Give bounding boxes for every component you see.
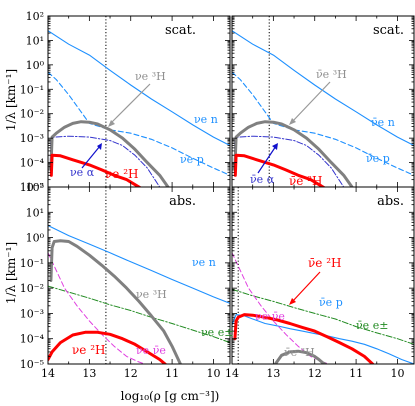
plot-area-1 <box>232 16 414 187</box>
x-tick-label: 12 <box>308 367 322 380</box>
y-tick-label: 10⁻² <box>20 108 44 121</box>
arrow-anue-3H-head <box>289 118 296 125</box>
series-line-e-h <box>273 349 327 364</box>
arrow-anue-alpha <box>257 145 277 174</box>
y-tick-label: 10¹ <box>26 206 44 219</box>
annotation-abs-nue-2H: νe ²H <box>72 343 106 357</box>
series-line-e-p <box>48 71 230 176</box>
y-tick-label: 10² <box>26 181 44 194</box>
ylabel-top: 1/λ [km⁻¹] <box>4 69 18 131</box>
panel-label-scat-right: scat. <box>373 23 404 38</box>
y-tick-label: 10⁻⁴ <box>20 333 45 346</box>
panel-0: 10⁻⁵ 10⁻⁴ 10⁻³ 10⁻² 10⁻¹ 10⁰ 10¹ 10² <box>20 10 231 194</box>
panel-3: 14 13 12 11 10 <box>225 186 415 380</box>
arrow-nue-alpha-head <box>97 143 102 150</box>
series-line-e-e <box>232 252 330 364</box>
series-line-e-h <box>233 120 354 187</box>
annotation-anue-alpha: ν̄e α <box>250 173 275 186</box>
annotation-abs-anue-epm: ν̄e e± <box>356 319 388 332</box>
y-tick-label: 10⁻⁵ <box>20 181 44 194</box>
chart-labels: scat. scat. abs. abs. 1/λ [km⁻¹] 1/λ [km… <box>4 23 404 403</box>
x-tick-label: 13 <box>82 367 96 380</box>
panel-1 <box>231 15 415 188</box>
ylabel-bottom: 1/λ [km⁻¹] <box>4 242 18 304</box>
annotation-anue-n: ν̄e n <box>371 116 395 129</box>
series-line-e-n <box>48 30 230 147</box>
panel-label-abs-left: abs. <box>169 194 196 209</box>
y-tick-label: 10² <box>26 10 44 23</box>
arrow-nue-3H-head <box>108 120 115 127</box>
y-tick-label: 10⁰ <box>26 232 45 245</box>
annotation-abs-nue-n: νe n <box>192 256 216 269</box>
x-tick-label: 11 <box>165 367 179 380</box>
annotation-abs-nue-epm: νe e± <box>201 326 233 339</box>
annotation-anue-2H: ν̄e ²H <box>289 174 323 188</box>
annotation-nue-alpha: νe α <box>70 166 95 179</box>
x-tick-label: 10 <box>206 367 220 380</box>
annotation-nue-3H: νe ³H <box>135 70 166 83</box>
series-line-e-e <box>48 285 230 344</box>
annotation-arrows <box>81 81 331 305</box>
annotation-nue-2H: νe ²H <box>105 167 139 181</box>
series-line-e-p <box>232 314 414 364</box>
series-line-e-h <box>49 153 142 187</box>
xlabel: log₁₀(ρ [g cm⁻³]) <box>121 389 220 403</box>
y-tick-label: 10⁻³ <box>20 307 44 320</box>
chart-panels: 10⁻⁵10⁻⁴10⁻³10⁻²10⁻¹10⁰10¹10²10⁻⁵10⁻⁴10⁻… <box>20 10 415 380</box>
arrow-nue-3H <box>109 83 151 125</box>
x-tick-label: 10 <box>390 367 404 380</box>
y-tick-label: 10¹ <box>26 34 44 47</box>
annotation-abs-nue-anue-right: νe ν̄e <box>255 310 285 323</box>
x-tick-label: 14 <box>225 367 239 380</box>
axes-frame <box>47 186 231 365</box>
y-tick-label: 10⁻¹ <box>20 83 44 96</box>
panel-label-scat-left: scat. <box>165 23 196 38</box>
series-line-e-h <box>49 120 170 187</box>
x-tick-label: 12 <box>124 367 138 380</box>
series-line-e-p <box>232 71 414 176</box>
x-tick-label: 14 <box>41 367 55 380</box>
annotation-abs-anue-2H: ν̄e ²H <box>308 256 342 270</box>
annotation-nue-n: νe n <box>194 113 218 126</box>
arrow-anue-3H <box>291 81 331 123</box>
arrow-nue-alpha <box>81 145 101 169</box>
annotation-abs-anue-3H: ν̄e ³H <box>284 346 315 359</box>
axes-frame <box>231 186 415 365</box>
annotation-anue-p: ν̄e p <box>366 152 390 165</box>
y-tick-label: 10⁻² <box>20 282 44 295</box>
arrow-abs-anue-2H-head <box>289 298 296 305</box>
annotation-anue-3H: ν̄e ³H <box>316 68 347 81</box>
panel-2: 10⁻⁵ 10⁻⁴ 10⁻³ 10⁻² 10⁻¹ 10⁰ 10¹ 10² 14 13 12 11 10 <box>20 181 231 380</box>
arrow-abs-anue-2H <box>291 271 321 303</box>
plot-area-3 <box>232 187 414 364</box>
annotation-abs-nue-3H: νe ³H <box>136 288 167 301</box>
y-tick-label: 10⁻⁵ <box>20 358 44 371</box>
series-line-e-n <box>232 30 414 147</box>
series-line-e-e <box>232 288 414 345</box>
y-tick-label: 10⁻³ <box>20 132 44 145</box>
x-tick-label: 13 <box>266 367 280 380</box>
arrow-anue-alpha-head <box>272 143 278 150</box>
annotation-nue-p: νe p <box>180 153 204 166</box>
plot-area-2 <box>48 187 230 364</box>
x-tick-label: 11 <box>349 367 363 380</box>
series-line-e-h <box>233 153 326 187</box>
series-line-e-h <box>233 313 375 364</box>
series-line-e-h <box>49 239 182 364</box>
annotation-abs-nue-anue: νe ν̄e <box>136 344 166 357</box>
annotation-abs-anue-p: ν̄e p <box>319 296 343 309</box>
y-tick-label: 10⁻¹ <box>20 257 44 270</box>
plot-area-0 <box>48 16 230 187</box>
y-tick-label: 10⁻⁴ <box>20 157 45 170</box>
panel-label-abs-right: abs. <box>377 194 404 209</box>
series-line-e-n <box>48 224 230 304</box>
series-line-e-h <box>48 330 168 364</box>
y-tick-label: 10⁰ <box>26 59 45 72</box>
